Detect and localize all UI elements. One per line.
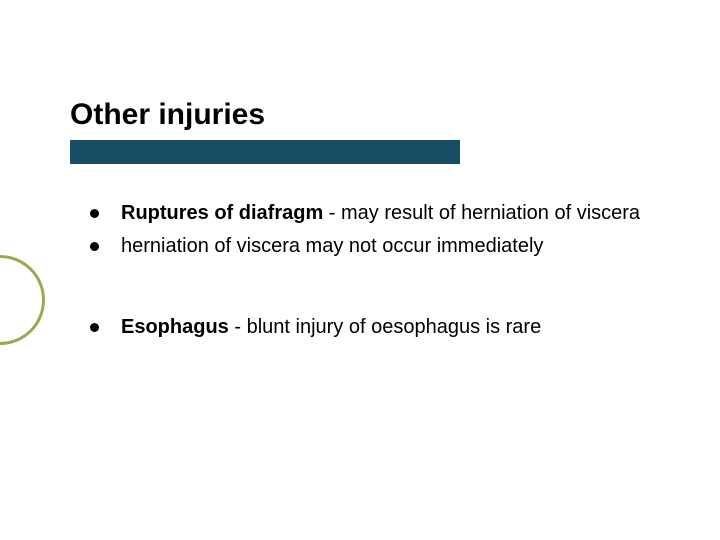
- title-area: Other injuries: [70, 98, 670, 131]
- list-item: Esophagus - blunt injury of oesophagus i…: [90, 314, 660, 341]
- list-item: herniation of viscera may not occur imme…: [90, 233, 660, 260]
- bullet-rest: herniation of viscera may not occur imme…: [121, 235, 543, 257]
- bullet-bold-lead: Ruptures of diafragm: [121, 202, 323, 224]
- bullet-icon: [90, 323, 99, 332]
- spacer: [90, 266, 660, 314]
- bullet-bold-lead: Esophagus: [121, 316, 229, 338]
- bullet-text: Ruptures of diafragm - may result of her…: [121, 200, 640, 227]
- content-area: Ruptures of diafragm - may result of her…: [90, 200, 660, 347]
- slide-title: Other injuries: [70, 98, 670, 131]
- bullet-rest: - may result of herniation of viscera: [323, 202, 640, 224]
- accent-circle: [0, 255, 45, 345]
- bullet-rest: - blunt injury of oesophagus is rare: [229, 316, 541, 338]
- bullet-text: herniation of viscera may not occur imme…: [121, 233, 543, 260]
- bullet-text: Esophagus - blunt injury of oesophagus i…: [121, 314, 541, 341]
- list-item: Ruptures of diafragm - may result of her…: [90, 200, 660, 227]
- bullet-icon: [90, 242, 99, 251]
- slide: Other injuries Ruptures of diafragm - ma…: [0, 0, 720, 540]
- bullet-icon: [90, 209, 99, 218]
- title-underline: [70, 140, 460, 164]
